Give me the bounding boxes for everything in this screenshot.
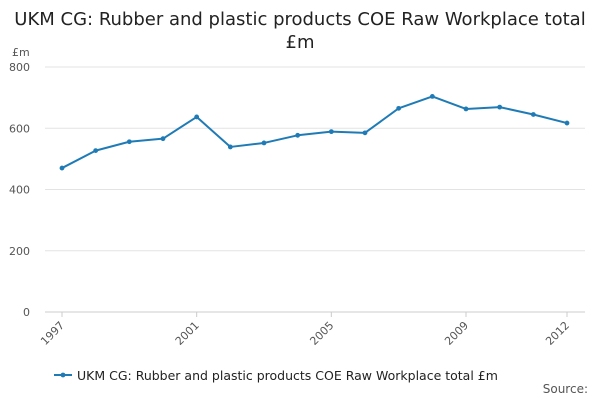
data-point-2009: [463, 106, 469, 112]
legend[interactable]: UKM CG: Rubber and plastic products COE …: [54, 368, 498, 383]
gridlines: [45, 66, 585, 252]
data-point-2011: [530, 112, 536, 117]
data-point-2006: [362, 130, 368, 136]
data-point-1997: [59, 165, 65, 171]
source-label: Source:: [543, 382, 588, 396]
y-tick-label-400: 400: [9, 184, 30, 197]
y-tick-label-0: 0: [23, 306, 30, 319]
x-tick-label-2009: 2009: [442, 319, 471, 348]
data-point-2012: [564, 120, 570, 126]
data-point-1998: [93, 148, 99, 154]
x-tick-label-2001: 2001: [173, 319, 202, 348]
x-tick-label-2005: 2005: [307, 319, 336, 348]
data-point-2004: [295, 132, 301, 138]
legend-point-marker: [60, 372, 66, 378]
y-tick-label-600: 600: [9, 122, 30, 135]
x-tick-label-1997: 1997: [38, 319, 67, 348]
y-tick-label-200: 200: [9, 245, 30, 258]
data-point-2008: [429, 94, 435, 99]
data-point-2000: [160, 136, 166, 142]
x-tick-label-2012: 2012: [543, 319, 572, 348]
chart-title: UKM CG: Rubber and plastic products COE …: [14, 9, 586, 53]
series-layer: [59, 94, 570, 171]
data-point-2003: [261, 140, 267, 146]
data-point-2001: [194, 114, 200, 120]
axes: 0 200 400 600 800 1997 2001 2005 2009 2012: [9, 61, 585, 348]
y-axis-unit-label: £m: [12, 46, 30, 59]
series-line-0: [61, 95, 568, 169]
legend-series-label: UKM CG: Rubber and plastic products COE …: [77, 368, 498, 383]
data-point-2002: [227, 144, 233, 150]
data-point-1999: [126, 139, 132, 145]
y-tick-label-800: 800: [9, 61, 30, 74]
data-point-2005: [328, 129, 334, 135]
data-point-2010: [497, 104, 503, 110]
data-point-2007: [396, 105, 402, 111]
